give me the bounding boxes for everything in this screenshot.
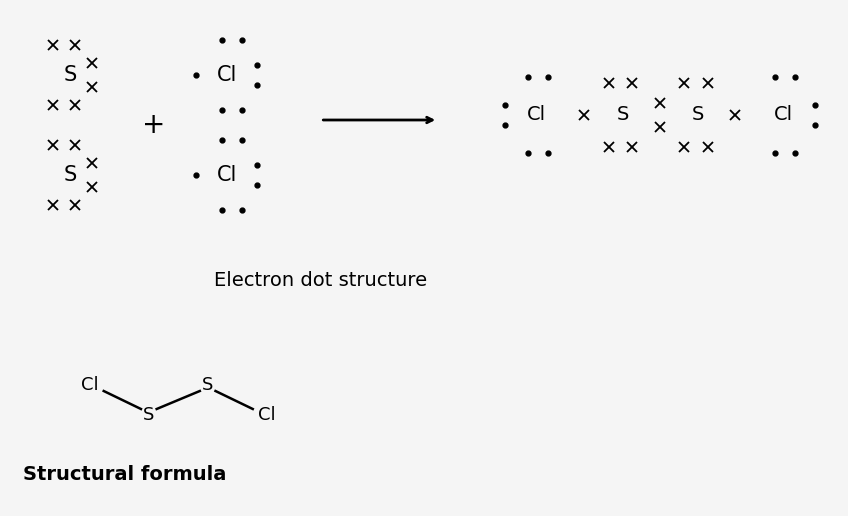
Text: +: + xyxy=(142,111,165,139)
Text: Cl: Cl xyxy=(773,105,793,124)
Text: Cl: Cl xyxy=(81,376,99,394)
Text: Structural formula: Structural formula xyxy=(23,465,226,485)
Text: S: S xyxy=(64,65,77,85)
Text: S: S xyxy=(202,376,214,394)
Text: S: S xyxy=(64,165,77,185)
Text: S: S xyxy=(692,105,704,124)
Text: Cl: Cl xyxy=(217,65,237,85)
Text: S: S xyxy=(143,406,154,424)
Text: Cl: Cl xyxy=(217,165,237,185)
Text: Cl: Cl xyxy=(527,105,546,124)
Text: Cl: Cl xyxy=(258,406,276,424)
Text: S: S xyxy=(616,105,628,124)
Text: Electron dot structure: Electron dot structure xyxy=(214,270,427,289)
